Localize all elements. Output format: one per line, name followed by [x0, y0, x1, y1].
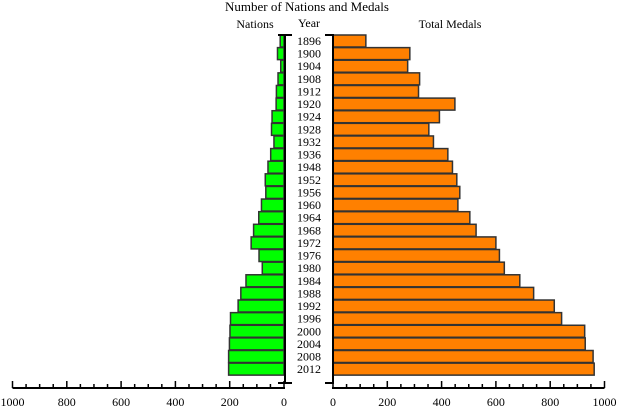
nations-bar-2012: [227, 362, 285, 376]
right-tick-label: 0: [330, 395, 336, 409]
medals-bar-1948: [332, 160, 454, 174]
year-label-1904: 1904: [297, 59, 321, 73]
medals-bar-1992: [332, 299, 556, 313]
medals-bar-1932: [332, 135, 435, 149]
medals-bar-1968: [332, 223, 477, 238]
year-label-1932: 1932: [297, 135, 321, 149]
year-label-1924: 1924: [297, 110, 321, 124]
medals-bar-1984: [332, 274, 521, 288]
year-label-1908: 1908: [297, 72, 321, 86]
left-label: Nations: [236, 17, 274, 31]
left-tick-label: 200: [221, 395, 239, 409]
nations-bar-1956: [265, 185, 285, 200]
nations-bar-1900: [276, 46, 285, 61]
medals-bar-1956: [332, 185, 461, 200]
left-tick-label: 800: [58, 395, 76, 409]
year-label-1976: 1976: [297, 249, 321, 263]
nations-bar-1896: [279, 34, 285, 48]
year-label-1980: 1980: [297, 261, 321, 275]
nations-bar-1964: [258, 210, 285, 225]
nations-bar-1936: [269, 147, 285, 162]
year-label-1896: 1896: [297, 34, 321, 48]
nations-bar-1992: [237, 299, 285, 313]
nations-bar-1960: [260, 198, 285, 212]
medals-bar-1924: [332, 109, 441, 124]
right-tick-label: 600: [487, 395, 505, 409]
nations-bar-1908: [277, 72, 285, 86]
nations-bar-1980: [261, 261, 285, 275]
medals-bar-1908: [332, 72, 421, 86]
year-label-1948: 1948: [297, 160, 321, 174]
left-tick-label: 1000: [1, 395, 25, 409]
right-tick-label: 200: [378, 395, 396, 409]
center-label: Year: [298, 16, 320, 30]
year-label-2012: 2012: [297, 362, 321, 376]
nations-bar-1996: [229, 311, 285, 326]
year-label-1960: 1960: [297, 198, 321, 212]
year-label-1992: 1992: [297, 299, 321, 313]
medals-bar-1960: [332, 198, 459, 212]
medals-bar-1972: [332, 236, 497, 250]
nations-bar-1988: [240, 286, 285, 301]
nations-bar-2000: [229, 324, 285, 339]
year-label-1956: 1956: [297, 185, 321, 199]
medals-bar-1904: [332, 59, 409, 73]
medals-bar-1912: [332, 84, 420, 99]
right-tick-label: 1000: [593, 395, 617, 409]
year-label-1988: 1988: [297, 286, 321, 300]
year-label-1984: 1984: [297, 274, 321, 288]
nations-bar-1912: [275, 84, 285, 99]
medals-bar-2008: [332, 349, 594, 364]
medals-bar-1928: [332, 122, 430, 137]
medals-bar-2004: [332, 337, 586, 351]
medals-bar-1988: [332, 286, 535, 301]
nations-bar-1972: [250, 236, 285, 250]
medals-bar-2012: [332, 362, 595, 376]
left-tick-label: 0: [281, 395, 287, 409]
nations-bar-2004: [228, 337, 285, 351]
left-tick-label: 400: [166, 395, 184, 409]
right-label: Total Medals: [419, 17, 482, 31]
year-label-1972: 1972: [297, 236, 321, 250]
year-label-2004: 2004: [297, 337, 321, 351]
year-label-2008: 2008: [297, 350, 321, 364]
nations-bar-1932: [273, 135, 285, 149]
nations-bar-1968: [252, 223, 285, 238]
medals-bar-1952: [332, 173, 458, 187]
year-label-1968: 1968: [297, 223, 321, 237]
nations-bar-1984: [245, 274, 285, 288]
nations-bar-1928: [270, 122, 285, 137]
year-label-1964: 1964: [297, 211, 321, 225]
year-label-1936: 1936: [297, 148, 321, 162]
year-label-1912: 1912: [297, 84, 321, 98]
nations-bar-1924: [271, 109, 285, 124]
year-label-1952: 1952: [297, 173, 321, 187]
nations-bar-1920: [275, 97, 285, 111]
nations-bar-1976: [258, 248, 285, 263]
medals-bar-1996: [332, 311, 563, 326]
medals-bar-1900: [332, 46, 411, 61]
year-label-1920: 1920: [297, 97, 321, 111]
medals-bar-1896: [332, 34, 367, 48]
nations-bar-2008: [227, 349, 285, 364]
left-tick-label: 600: [112, 395, 130, 409]
nations-bar-1904: [279, 59, 285, 73]
right-tick-label: 400: [433, 395, 451, 409]
nations-bar-1952: [264, 173, 285, 187]
right-tick-label: 800: [541, 395, 559, 409]
year-label-1996: 1996: [297, 312, 321, 326]
medals-bar-1964: [332, 210, 471, 225]
medals-bar-1976: [332, 248, 501, 263]
medals-bar-1936: [332, 147, 449, 162]
chart-title: Number of Nations and Medals: [225, 0, 389, 14]
medals-bar-1920: [332, 97, 456, 111]
medals-bar-2000: [332, 324, 586, 339]
year-label-2000: 2000: [297, 324, 321, 338]
nations-bar-1948: [267, 160, 285, 174]
medals-bar-1980: [332, 261, 506, 275]
year-label-1928: 1928: [297, 122, 321, 136]
year-label-1900: 1900: [297, 47, 321, 61]
